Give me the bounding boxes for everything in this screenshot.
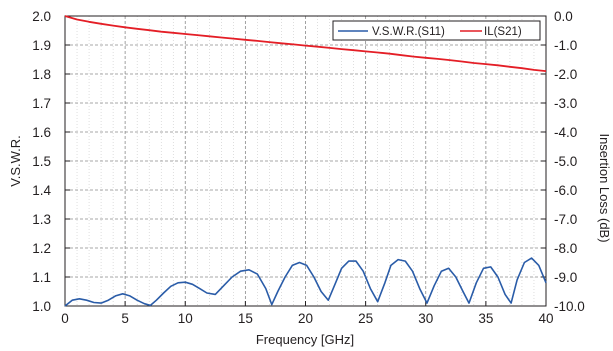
- y-left-tick-label: 1.9: [32, 38, 51, 53]
- y-right-tick-label: -5.0: [554, 154, 577, 169]
- y-right-tick-label: 0.0: [554, 9, 573, 24]
- y-left-tick-label: 1.1: [32, 270, 51, 285]
- x-tick-label: 35: [478, 311, 493, 326]
- axis-ticks: 0 5 10 15 20 25 30 35 40 1.0 1.1 1.2 1.3 1.4 1.5 1.6 1.7…: [32, 9, 585, 326]
- y-right-tick-label: -7.0: [554, 212, 577, 227]
- y-axis-right-label: Insertion Loss (dB): [597, 133, 612, 242]
- y-right-tick-label: -10.0: [554, 299, 585, 314]
- x-tick-label: 40: [538, 311, 553, 326]
- y-right-tick-label: -3.0: [554, 96, 577, 111]
- series-line-vswr: [64, 257, 547, 307]
- x-tick-label: 10: [178, 311, 193, 326]
- y-left-tick-label: 1.0: [32, 299, 51, 314]
- y-right-tick-label: -1.0: [554, 38, 577, 53]
- y-left-tick-label: 1.3: [32, 212, 51, 227]
- x-tick-label: 0: [61, 311, 69, 326]
- x-tick-label: 25: [358, 311, 373, 326]
- y-right-tick-label: -8.0: [554, 241, 577, 256]
- y-left-tick-label: 1.7: [32, 96, 51, 111]
- y-axis-left-label: V.S.W.R.: [8, 135, 23, 187]
- x-tick-label: 15: [238, 311, 253, 326]
- y-left-tick-label: 1.6: [32, 125, 51, 140]
- legend-label-vswr: V.S.W.R.(S11): [372, 26, 445, 38]
- grid: [65, 16, 546, 306]
- y-left-tick-label: 1.8: [32, 67, 51, 82]
- x-tick-label: 20: [298, 311, 313, 326]
- y-left-tick-label: 1.5: [32, 154, 51, 169]
- y-right-tick-label: -9.0: [554, 270, 577, 285]
- y-left-tick-label: 1.4: [32, 183, 51, 198]
- x-axis-label: Frequency [GHz]: [256, 332, 354, 347]
- series-line-insertion-loss: [64, 15, 547, 72]
- y-left-tick-label: 2.0: [32, 9, 51, 24]
- legend-box: [332, 20, 541, 41]
- y-left-tick-label: 1.2: [32, 241, 51, 256]
- legend: V.S.W.R.(S11) IL(S21): [332, 20, 541, 41]
- x-tick-label: 30: [418, 311, 433, 326]
- x-tick-label: 5: [121, 311, 129, 326]
- legend-label-il: IL(S21): [484, 26, 522, 38]
- series-lines: [64, 15, 547, 307]
- y-right-tick-label: -4.0: [554, 125, 577, 140]
- y-right-tick-label: -6.0: [554, 183, 577, 198]
- y-right-tick-label: -2.0: [554, 67, 577, 82]
